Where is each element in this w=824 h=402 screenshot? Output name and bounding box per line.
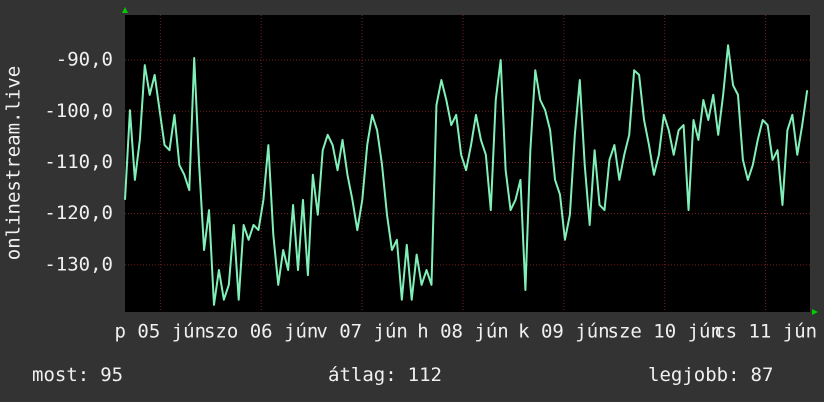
footer-stat: most: 95 <box>32 364 123 386</box>
x-tick-label: szo 06 jún <box>204 321 318 343</box>
y-tick-label: -120,0 <box>44 202 113 224</box>
y-tick-label: -100,0 <box>44 100 113 122</box>
x-tick-label: sze 10 jún <box>608 321 722 343</box>
axis-arrow <box>812 309 818 315</box>
y-axis-label: onlinestream.live <box>3 66 25 260</box>
data-line <box>124 44 809 306</box>
footer: most: 95 átlag: 112 legjobb: 87 <box>32 364 773 386</box>
stat-label: legjobb: <box>648 364 740 386</box>
stat-value: 95 <box>100 364 123 386</box>
footer-stat: legjobb: 87 <box>648 364 773 386</box>
stat-label: most: <box>32 364 89 386</box>
y-tick-label: -130,0 <box>44 253 113 275</box>
x-tick-label: p 05 jún <box>115 321 207 343</box>
stat-label: átlag: <box>328 364 397 386</box>
x-tick-label: cs 11 jún <box>714 321 817 343</box>
axis-arrow <box>122 7 128 13</box>
y-tick-label: -90,0 <box>56 49 113 71</box>
x-tick-label: h 08 jún <box>417 321 509 343</box>
stat-value: 87 <box>751 364 774 386</box>
footer-stat: átlag: 112 <box>328 364 442 386</box>
y-tick-label: -110,0 <box>44 151 113 173</box>
x-tick-label: v 07 jún <box>316 321 408 343</box>
x-tick-label: k 09 jún <box>518 321 610 343</box>
stat-value: 112 <box>408 364 442 386</box>
